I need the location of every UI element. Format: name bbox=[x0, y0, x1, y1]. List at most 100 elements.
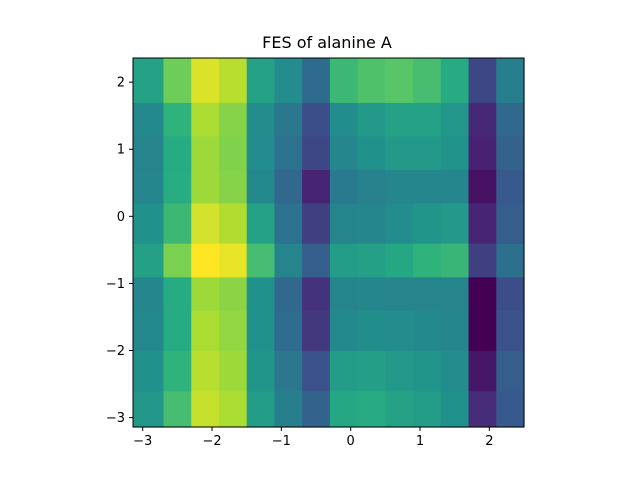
heatmap-cell bbox=[385, 202, 414, 244]
heatmap-cell bbox=[246, 202, 276, 244]
heatmap-cell bbox=[191, 350, 220, 392]
heatmap-cell bbox=[496, 390, 525, 428]
heatmap-cell bbox=[133, 243, 165, 278]
heatmap-cell bbox=[274, 390, 303, 428]
heatmap-cell bbox=[133, 135, 165, 170]
heatmap-cell bbox=[163, 58, 192, 103]
heatmap-cell bbox=[218, 202, 248, 244]
heatmap-cell bbox=[302, 276, 331, 311]
heatmap-cell bbox=[246, 169, 276, 204]
heatmap-cell bbox=[413, 58, 442, 103]
heatmap-cell bbox=[357, 350, 386, 392]
y-tick-label: −1 bbox=[106, 277, 125, 292]
heatmap-cell bbox=[329, 350, 359, 392]
heatmap-cell bbox=[357, 58, 386, 103]
heatmap-cell bbox=[302, 135, 331, 170]
heatmap-cell bbox=[274, 58, 303, 103]
heatmap-cell bbox=[191, 135, 220, 170]
heatmap-cell bbox=[440, 102, 470, 137]
heatmap-cell bbox=[468, 169, 497, 204]
heatmap-cell bbox=[218, 310, 248, 352]
heatmap-cell bbox=[440, 350, 470, 392]
heatmap-cell bbox=[468, 276, 497, 311]
heatmap-cell bbox=[274, 310, 303, 352]
heatmap-cell bbox=[302, 102, 331, 137]
heatmap-cell bbox=[302, 243, 331, 278]
heatmap-cell bbox=[468, 58, 497, 103]
heatmap-cell bbox=[218, 243, 248, 278]
heatmap-cell bbox=[246, 310, 276, 352]
heatmap-cell bbox=[246, 276, 276, 311]
heatmap-cell bbox=[385, 390, 414, 428]
heatmap-cell bbox=[191, 58, 220, 103]
heatmap-cell bbox=[246, 58, 276, 103]
heatmap-cell bbox=[468, 390, 497, 428]
heatmap-cell bbox=[385, 276, 414, 311]
heatmap-cell bbox=[163, 310, 192, 352]
heatmap-cell bbox=[133, 310, 165, 352]
heatmap-cell bbox=[413, 243, 442, 278]
heatmap-cell bbox=[133, 390, 165, 428]
heatmap-cell bbox=[246, 243, 276, 278]
heatmap-cell bbox=[357, 390, 386, 428]
heatmap-cell bbox=[191, 276, 220, 311]
x-tick-label: 1 bbox=[416, 434, 424, 449]
heatmap-cell bbox=[163, 202, 192, 244]
heatmap-cell bbox=[329, 276, 359, 311]
heatmap-cell bbox=[274, 276, 303, 311]
heatmap-cell bbox=[440, 169, 470, 204]
heatmap-cell bbox=[468, 135, 497, 170]
heatmap-cell bbox=[302, 169, 331, 204]
heatmap-cell bbox=[357, 135, 386, 170]
heatmap-cell bbox=[496, 310, 525, 352]
heatmap-cell bbox=[163, 169, 192, 204]
heatmap-cell bbox=[163, 243, 192, 278]
heatmap-cell bbox=[440, 243, 470, 278]
heatmap-cell bbox=[385, 310, 414, 352]
heatmap-cell bbox=[274, 350, 303, 392]
heatmap-cell bbox=[496, 169, 525, 204]
heatmap-cell bbox=[440, 202, 470, 244]
heatmap-cell bbox=[246, 102, 276, 137]
y-tick-label: −2 bbox=[106, 344, 125, 359]
x-tick-label: 2 bbox=[485, 434, 493, 449]
heatmap-cell bbox=[163, 102, 192, 137]
heatmap-cell bbox=[329, 390, 359, 428]
x-tick-label: −1 bbox=[272, 434, 291, 449]
heatmap-cell bbox=[163, 350, 192, 392]
heatmap-cell bbox=[385, 102, 414, 137]
heatmap-cell bbox=[191, 202, 220, 244]
heatmap-cell bbox=[468, 202, 497, 244]
plot-frame bbox=[132, 57, 525, 428]
heatmap-cell bbox=[133, 169, 165, 204]
heatmap-cell bbox=[357, 276, 386, 311]
heatmap-cell bbox=[246, 350, 276, 392]
heatmap-cell bbox=[329, 243, 359, 278]
heatmap-cell bbox=[413, 102, 442, 137]
heatmap-cell bbox=[440, 135, 470, 170]
heatmap-cell bbox=[246, 390, 276, 428]
chart-title: FES of alanine A bbox=[262, 33, 392, 52]
heatmap-cell bbox=[496, 350, 525, 392]
heatmap-cell bbox=[218, 276, 248, 311]
y-tick-label: −3 bbox=[106, 411, 125, 426]
y-tick-label: 1 bbox=[117, 143, 125, 158]
heatmap-cell bbox=[191, 310, 220, 352]
heatmap-cell bbox=[357, 310, 386, 352]
heatmap-cell bbox=[496, 276, 525, 311]
heatmap-cell bbox=[274, 135, 303, 170]
heatmap-cell bbox=[496, 243, 525, 278]
heatmap-cell bbox=[413, 350, 442, 392]
heatmap-cell bbox=[357, 169, 386, 204]
heatmap-cell bbox=[440, 276, 470, 311]
heatmap-cell bbox=[440, 58, 470, 103]
heatmap-cell bbox=[191, 243, 220, 278]
heatmap-cell bbox=[385, 58, 414, 103]
heatmap-cell bbox=[357, 102, 386, 137]
x-tick-label: −3 bbox=[133, 434, 152, 449]
heatmap-cell bbox=[329, 310, 359, 352]
heatmap-cell bbox=[468, 310, 497, 352]
heatmap-cell bbox=[133, 350, 165, 392]
heatmap-cell bbox=[191, 102, 220, 137]
